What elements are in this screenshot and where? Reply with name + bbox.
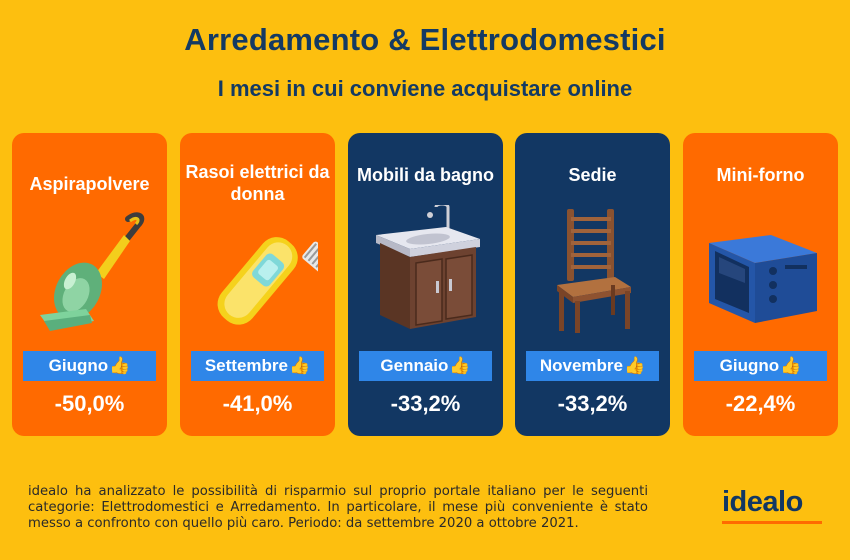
month-badge: Settembre 👍 bbox=[191, 351, 324, 381]
thumbs-up-icon: 👍 bbox=[109, 356, 131, 375]
discount-value: -33,2% bbox=[557, 391, 628, 416]
chair-icon bbox=[557, 209, 631, 333]
month-label: Giugno bbox=[719, 356, 780, 375]
product-card-mobili-bagno: Mobili da bagno Gennaio 👍 -33,2% bbox=[348, 133, 503, 436]
product-name: Mobili da bagno bbox=[357, 165, 494, 185]
razor-icon bbox=[217, 237, 318, 325]
thumbs-up-icon: 👍 bbox=[780, 356, 802, 375]
month-label: Giugno bbox=[48, 356, 109, 375]
discount-value: -41,0% bbox=[222, 391, 293, 416]
discount-value: -33,2% bbox=[390, 391, 461, 416]
month-label: Gennaio bbox=[380, 356, 449, 375]
month-badge: Gennaio 👍 bbox=[359, 351, 492, 381]
discount-value: -50,0% bbox=[54, 391, 125, 416]
thumbs-up-icon: 👍 bbox=[288, 356, 311, 375]
month-badge: Novembre 👍 bbox=[526, 351, 659, 381]
month-badge: Giugno 👍 bbox=[23, 351, 156, 381]
vacuum-icon bbox=[40, 212, 145, 331]
product-name: Sedie bbox=[568, 165, 617, 185]
footer-note: idealo ha analizzato le possibilità di r… bbox=[28, 484, 648, 531]
product-name: Aspirapolvere bbox=[29, 174, 150, 194]
idealo-logo: idealo bbox=[722, 486, 803, 518]
thumbs-up-icon: 👍 bbox=[449, 356, 471, 375]
discount-value: -22,4% bbox=[725, 391, 796, 416]
bathroom-cabinet-icon bbox=[376, 205, 480, 329]
product-card-aspirapolvere: Aspirapolvere Giugno 👍 -50,0% bbox=[12, 133, 167, 436]
page-subtitle: I mesi in cui conviene acquistare online bbox=[217, 76, 633, 101]
month-badge: Giugno 👍 bbox=[694, 351, 827, 381]
product-card-sedie: Sedie Novembre 👍 -33,2% bbox=[515, 133, 670, 436]
mini-oven-icon bbox=[709, 235, 817, 323]
logo-underline bbox=[722, 521, 822, 524]
month-label: Novembre bbox=[539, 356, 623, 375]
product-card-rasoi: Rasoi elettrici da donna Settembre 👍 -41,… bbox=[180, 133, 335, 436]
month-label: Settembre bbox=[204, 356, 288, 375]
page-title: Arredamento & Elettrodomestici bbox=[184, 22, 666, 57]
product-name: Mini-forno bbox=[716, 165, 805, 185]
product-card-mini-forno: Mini-forno Giugno 👍 -22,4% bbox=[683, 133, 838, 436]
product-name: Rasoi elettrici da donna bbox=[185, 162, 330, 204]
thumbs-up-icon: 👍 bbox=[623, 356, 646, 375]
